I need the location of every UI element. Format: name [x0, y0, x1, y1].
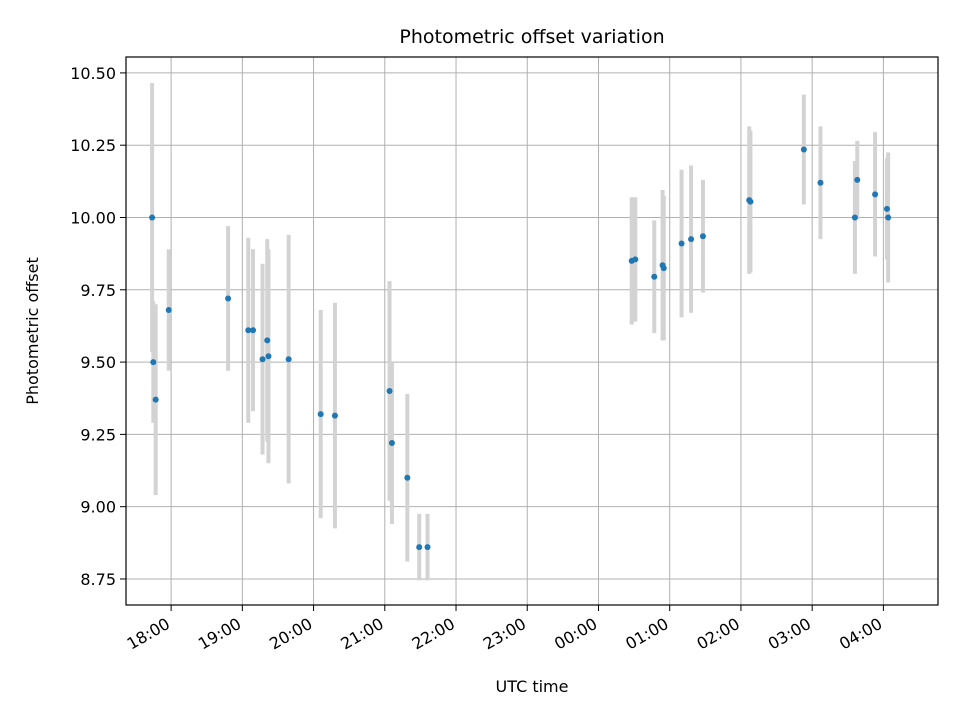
data-point: [149, 214, 156, 221]
grid-lines: [126, 57, 938, 605]
data-point: [632, 256, 639, 263]
data-point: [678, 240, 685, 247]
data-point: [885, 214, 892, 221]
data-point: [245, 327, 252, 334]
data-point: [883, 205, 890, 212]
data-point: [424, 544, 431, 551]
data-point: [152, 396, 159, 403]
y-tick-label: 10.50: [70, 64, 116, 83]
data-point: [688, 236, 695, 243]
data-point: [404, 474, 411, 481]
data-point: [854, 176, 861, 183]
data-point: [386, 388, 393, 395]
data-point: [165, 307, 172, 314]
data-point: [851, 214, 858, 221]
y-tick-label: 10.25: [70, 136, 116, 155]
y-tick-label: 9.25: [80, 425, 116, 444]
plot-frame: [125, 56, 939, 606]
data-point: [817, 179, 824, 186]
data-point: [265, 353, 272, 360]
data-point: [872, 191, 879, 198]
y-axis-label: Photometric offset: [23, 257, 42, 405]
data-point: [331, 412, 338, 419]
data-point: [317, 411, 324, 418]
data-point: [747, 198, 754, 205]
y-tick-label: 9.75: [80, 281, 116, 300]
data-point: [800, 146, 807, 153]
y-tick-label: 9.00: [80, 498, 116, 517]
data-point: [225, 295, 232, 302]
data-point: [259, 356, 266, 363]
data-point: [250, 327, 257, 334]
data-point: [416, 544, 423, 551]
chart-title: Photometric offset variation: [399, 26, 664, 48]
y-axis-ticks: 8.75 9.00 9.25 9.50 9.75 10.00 10.25 10.50: [70, 64, 126, 589]
y-tick-label: 8.75: [80, 570, 116, 589]
y-tick-label: 10.00: [70, 208, 116, 227]
data-points: [149, 146, 892, 551]
data-point: [699, 233, 706, 240]
data-point: [651, 273, 658, 280]
data-point: [150, 359, 157, 366]
data-point: [285, 356, 292, 363]
data-point: [660, 265, 667, 272]
data-point: [388, 440, 395, 447]
x-axis-label: UTC time: [496, 677, 569, 696]
data-point: [264, 337, 271, 344]
y-tick-label: 9.50: [80, 353, 116, 372]
